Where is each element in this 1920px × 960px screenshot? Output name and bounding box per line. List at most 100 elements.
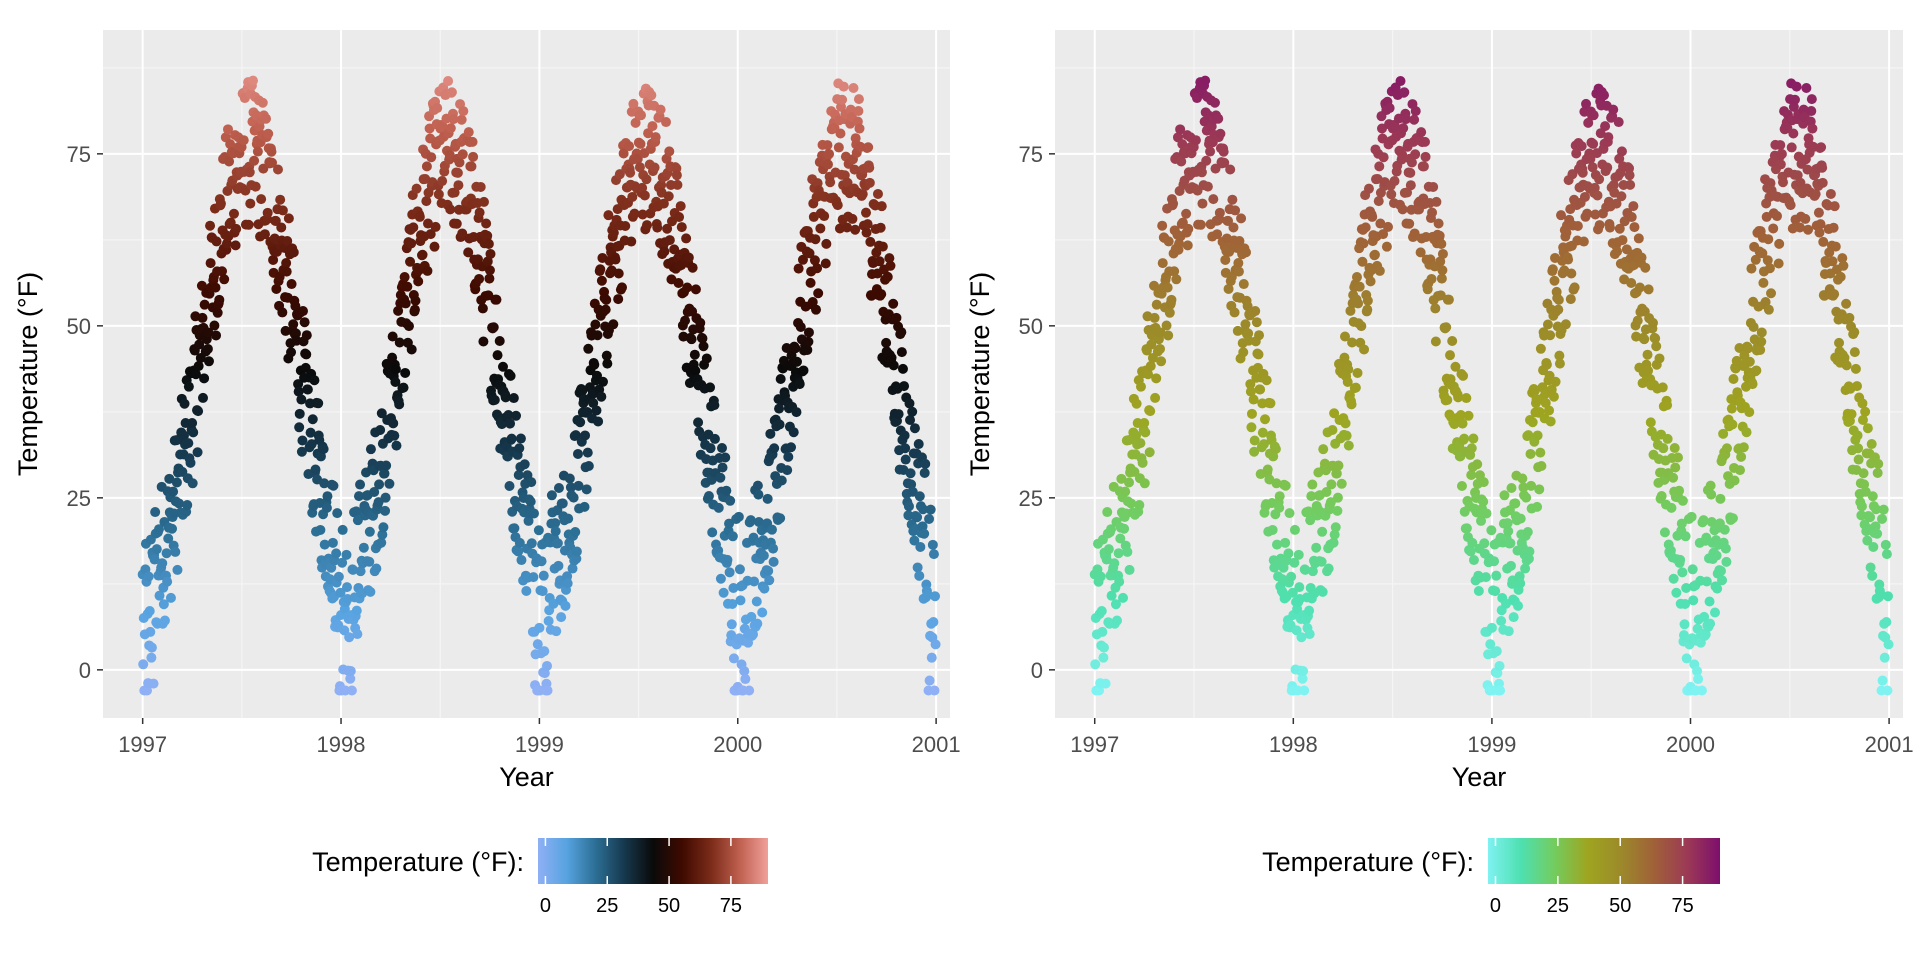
data-point	[1534, 484, 1545, 495]
data-point	[1354, 281, 1365, 292]
data-point	[1090, 659, 1101, 670]
data-point	[1544, 405, 1555, 416]
data-point	[821, 238, 832, 249]
data-point	[900, 454, 911, 465]
data-point	[243, 219, 254, 230]
data-point	[1254, 330, 1265, 341]
data-point	[1109, 558, 1120, 569]
data-point	[539, 646, 550, 657]
data-point	[1405, 167, 1416, 178]
data-point	[1789, 94, 1800, 105]
data-point	[506, 433, 517, 444]
data-point	[1223, 283, 1234, 294]
data-point	[542, 660, 553, 671]
data-point	[519, 459, 530, 470]
data-point	[854, 123, 865, 134]
data-point	[1367, 211, 1378, 222]
data-point	[1168, 198, 1179, 209]
y-tick-label: 0	[1031, 658, 1043, 683]
data-point	[193, 361, 204, 372]
data-point	[238, 135, 249, 146]
data-point	[1553, 304, 1564, 315]
data-point	[832, 200, 843, 211]
data-point	[807, 297, 818, 308]
data-point	[492, 350, 503, 361]
data-point	[429, 241, 440, 252]
data-point	[1102, 507, 1113, 518]
data-point	[915, 541, 926, 552]
data-point	[1674, 485, 1685, 496]
data-point	[149, 554, 160, 565]
data-point	[581, 484, 592, 495]
data-point	[538, 570, 549, 581]
data-point	[446, 87, 457, 98]
data-point	[582, 447, 593, 458]
data-point	[1577, 167, 1588, 178]
data-point	[1453, 392, 1464, 403]
data-point	[913, 439, 924, 450]
data-point	[573, 480, 584, 491]
data-point	[919, 528, 930, 539]
data-point	[930, 591, 941, 602]
gridlines	[1055, 30, 1903, 718]
data-point	[693, 417, 704, 428]
data-point	[230, 240, 241, 251]
data-point	[1835, 271, 1846, 282]
data-point	[443, 76, 454, 87]
data-point	[1298, 665, 1309, 676]
data-point	[1362, 304, 1373, 315]
data-point	[1326, 479, 1337, 490]
data-point	[1680, 531, 1691, 542]
data-point	[1720, 543, 1731, 554]
data-point	[1545, 416, 1556, 427]
data-point	[682, 282, 693, 293]
data-point	[1297, 673, 1308, 684]
data-point	[1515, 578, 1526, 589]
data-point	[1681, 583, 1692, 594]
data-point	[1706, 489, 1717, 500]
data-point	[1795, 177, 1806, 188]
data-point	[1554, 358, 1565, 369]
data-point	[727, 598, 738, 609]
data-point	[143, 571, 154, 582]
data-point	[1196, 167, 1207, 178]
data-point	[307, 414, 318, 425]
data-point	[444, 149, 455, 160]
data-point	[1441, 322, 1452, 333]
y-tick-label: 25	[1019, 486, 1043, 511]
x-tick-label: 2001	[912, 732, 961, 757]
data-point	[339, 625, 350, 636]
data-point	[1572, 220, 1583, 231]
data-point	[624, 141, 635, 152]
x-tick-label: 1998	[317, 732, 366, 757]
data-point	[752, 480, 763, 491]
data-point	[1171, 274, 1182, 285]
data-point	[1318, 444, 1329, 455]
color-legend: Temperature (°F): 0 25 50 75	[312, 838, 768, 917]
data-point	[1677, 567, 1688, 578]
data-point	[433, 189, 444, 200]
x-tick-label: 2001	[1865, 732, 1914, 757]
data-point	[1166, 294, 1177, 305]
data-point	[1139, 417, 1150, 428]
data-point	[187, 478, 198, 489]
data-point	[551, 626, 562, 637]
data-point	[1553, 294, 1564, 305]
data-point	[766, 524, 777, 535]
data-point	[1437, 248, 1448, 259]
data-point	[556, 612, 567, 623]
data-point	[1134, 500, 1145, 511]
data-point	[1225, 164, 1236, 175]
data-point	[244, 167, 255, 178]
data-point	[1743, 343, 1754, 354]
data-point	[1347, 337, 1358, 348]
data-point	[1640, 262, 1651, 273]
data-point	[250, 181, 261, 192]
data-point	[626, 236, 637, 247]
data-point	[1510, 498, 1521, 509]
data-point	[1700, 629, 1711, 640]
data-point	[662, 223, 673, 234]
data-point	[608, 227, 619, 238]
data-point	[863, 142, 874, 153]
data-point	[575, 417, 586, 428]
